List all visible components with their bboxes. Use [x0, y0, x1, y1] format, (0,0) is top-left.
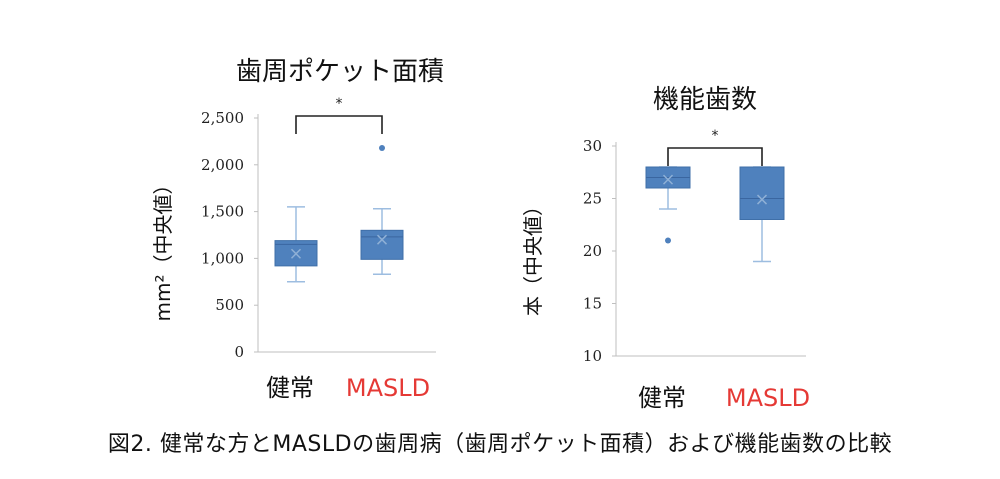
y-tick-label: 1,000 — [201, 249, 244, 267]
category-labels: 健常 MASLD — [638, 384, 810, 412]
chart-1-svg: 機能歯数 本（中央値） 30 25 20 15 10 * 健常 MASLD — [521, 85, 810, 412]
chart-functional-teeth: 機能歯数 本（中央値） 30 25 20 15 10 * 健常 MASLD — [500, 0, 1000, 420]
chart-title: 機能歯数 — [653, 85, 757, 115]
significance-bracket: * — [295, 96, 383, 134]
y-tick-label: 10 — [583, 347, 602, 365]
mean-x-b — [662, 174, 674, 185]
category-label-masld: MASLD — [726, 384, 810, 412]
significance-bracket: * — [667, 128, 763, 166]
mean-x-b — [756, 194, 768, 205]
box-masld — [739, 166, 785, 263]
box-masld — [360, 144, 404, 276]
y-tick-label: 15 — [583, 295, 602, 313]
chart-0-svg: 歯周ポケット面積 mm²（中央値） 2,500 2,000 1,500 1,000 50… — [151, 57, 444, 402]
y-tick-label: 25 — [583, 190, 602, 208]
y-ticks: 30 25 20 15 10 — [583, 137, 616, 365]
y-tick-label: 20 — [583, 242, 602, 260]
box-healthy — [645, 166, 691, 244]
axis-lines — [257, 114, 436, 353]
box-plots — [274, 144, 404, 283]
outlier-point — [665, 237, 671, 244]
y-tick-label: 2,500 — [201, 109, 244, 127]
chart-periodontal-pocket-area: 歯周ポケット面積 mm²（中央値） 2,500 2,000 1,500 1,000 50… — [0, 0, 500, 420]
chart-title: 歯周ポケット面積 — [236, 57, 444, 87]
box-healthy — [274, 206, 318, 283]
category-label-masld: MASLD — [346, 374, 430, 402]
y-tick-label: 2,000 — [201, 156, 244, 174]
box-plots — [645, 166, 785, 263]
bracket-line — [667, 147, 763, 166]
y-tick-label: 1,500 — [201, 203, 244, 221]
bracket-line — [295, 115, 383, 134]
mean-x-b — [376, 234, 388, 245]
mean-marker — [756, 194, 768, 205]
mean-marker — [376, 234, 388, 245]
y-ticks: 2,500 2,000 1,500 1,000 500 0 — [201, 109, 258, 361]
y-tick-label: 30 — [583, 137, 602, 155]
y-axis-label: mm²（中央値） — [151, 175, 175, 322]
outlier-point — [379, 144, 385, 151]
mean-x-b — [290, 248, 302, 259]
category-label-healthy: 健常 — [266, 374, 314, 402]
significance-star: * — [336, 96, 343, 112]
category-label-healthy: 健常 — [638, 384, 686, 412]
significance-star: * — [712, 128, 719, 144]
category-labels: 健常 MASLD — [266, 374, 430, 402]
iqr-box — [739, 166, 785, 220]
y-axis-label: 本（中央値） — [521, 196, 545, 316]
y-tick-label: 500 — [215, 296, 244, 314]
figure-caption: 図2. 健常な方とMASLDの歯周病（歯周ポケット面積）および機能歯数の比較 — [107, 432, 893, 457]
y-tick-label: 0 — [234, 343, 244, 361]
axis-lines — [615, 142, 806, 357]
mean-marker — [290, 248, 302, 259]
iqr-box — [360, 229, 404, 260]
mean-marker — [662, 174, 674, 185]
